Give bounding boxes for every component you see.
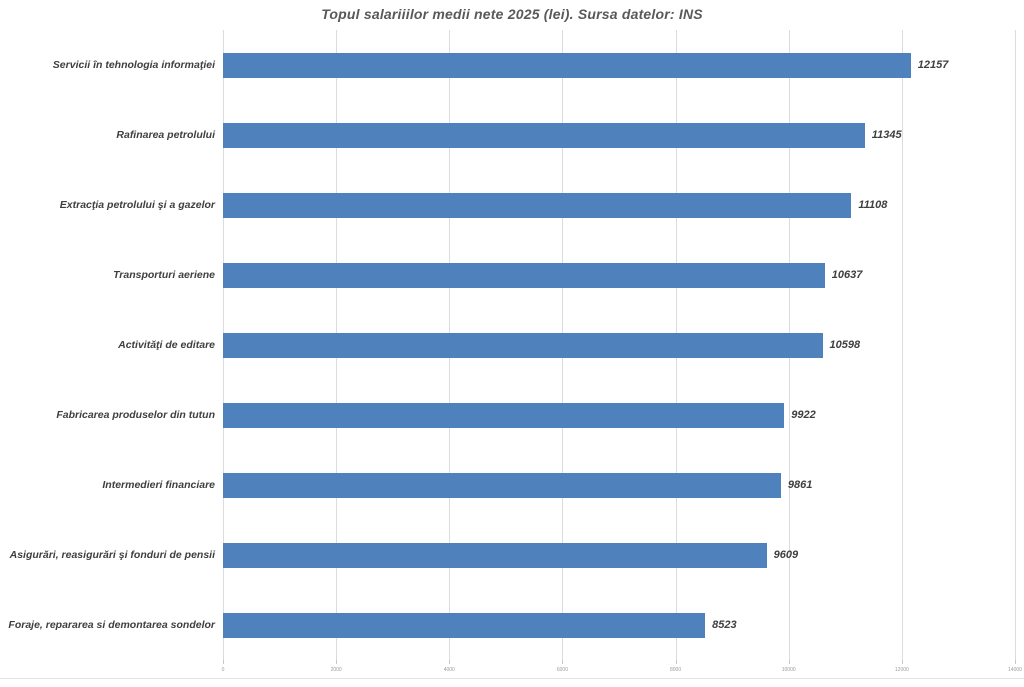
x-axis-tickmark [675, 660, 677, 664]
category-label: Rafinarea petrolului [116, 129, 215, 141]
category-label: Asigurări, reasigurări şi fonduri de pen… [9, 549, 215, 561]
value-label: 10637 [831, 269, 863, 281]
value-label: 11345 [871, 129, 902, 141]
x-axis-tick-label: 8000 [670, 667, 682, 673]
bar [223, 403, 785, 428]
x-axis-tickmark [562, 660, 564, 664]
category-label: Transporturi aeriene [113, 269, 215, 281]
bar [223, 123, 865, 148]
value-label: 10598 [829, 339, 861, 351]
x-axis-tick-label: 2000 [330, 667, 342, 673]
x-axis-tickmark [223, 660, 224, 664]
x-axis-tickmark [449, 660, 451, 664]
category-label: Servicii în tehnologia informaţiei [52, 59, 215, 71]
x-axis-tickmark [1015, 660, 1016, 664]
bar [223, 53, 911, 78]
chart-bottom-border [0, 678, 1024, 679]
bar [223, 193, 852, 218]
value-label: 11108 [858, 199, 888, 211]
bar [223, 613, 706, 638]
x-axis-tick-label: 6000 [556, 667, 568, 673]
x-axis-tick-label: 12000 [894, 667, 909, 673]
x-axis-tick-label: 14000 [1008, 667, 1022, 673]
value-label: 9609 [773, 549, 799, 561]
category-label: Fabricarea produselor din tutun [56, 409, 215, 421]
value-label: 9922 [791, 409, 816, 421]
category-label: Foraje, repararea si demontarea sondelor [8, 619, 215, 631]
value-label: 8523 [712, 619, 737, 631]
x-axis-tick-label: 0 [221, 667, 225, 673]
category-label: Intermedieri financiare [102, 479, 215, 491]
x-axis-tickmark [788, 660, 790, 664]
x-axis-tickmark [336, 660, 338, 664]
category-label: Extracţia petrolului şi a gazelor [59, 199, 215, 211]
bar [223, 543, 767, 568]
category-label: Activităţi de editare [118, 339, 215, 351]
chart-title: Topul salariiilor medii nete 2025 (lei).… [321, 6, 703, 22]
x-axis-tickmark [901, 660, 903, 664]
x-axis-tick-label: 4000 [443, 667, 455, 673]
bar [223, 263, 825, 288]
bar [223, 333, 823, 358]
bar [223, 473, 781, 498]
gridline [901, 30, 903, 660]
value-label: 9861 [787, 479, 813, 491]
x-axis-tick-label: 10000 [781, 667, 796, 673]
gridline [1015, 30, 1016, 660]
value-label: 12157 [917, 59, 949, 71]
